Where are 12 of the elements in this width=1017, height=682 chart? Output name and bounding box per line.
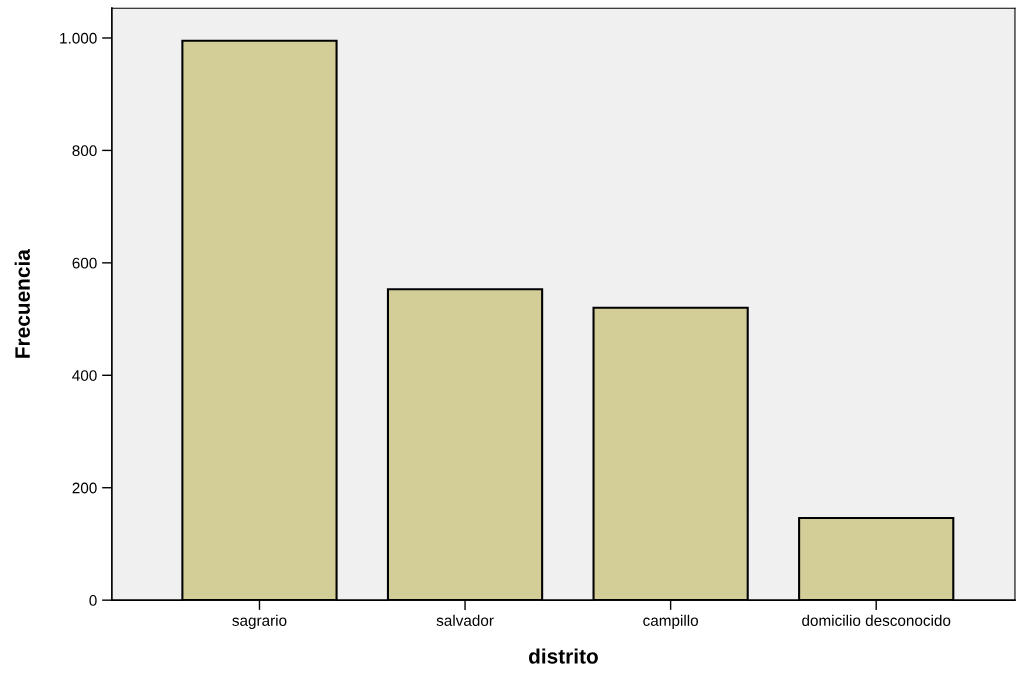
x-tick-label: sagrario — [232, 614, 287, 629]
y-tick-label: 0 — [89, 595, 97, 606]
y-tick-label: 200 — [72, 482, 97, 494]
y-tick-label: 800 — [72, 145, 97, 157]
x-axis-title: distrito — [528, 648, 598, 664]
x-tick-label: salvador — [436, 614, 494, 626]
y-tick-label: 600 — [72, 257, 97, 269]
y-tick-label: 1.000 — [60, 32, 97, 44]
x-tick-label: domicilio desconocido — [802, 614, 951, 626]
y-axis-title: Frecuencia — [14, 249, 30, 358]
y-tick-label: 400 — [72, 370, 97, 381]
x-tick-label: campillo — [643, 614, 699, 629]
